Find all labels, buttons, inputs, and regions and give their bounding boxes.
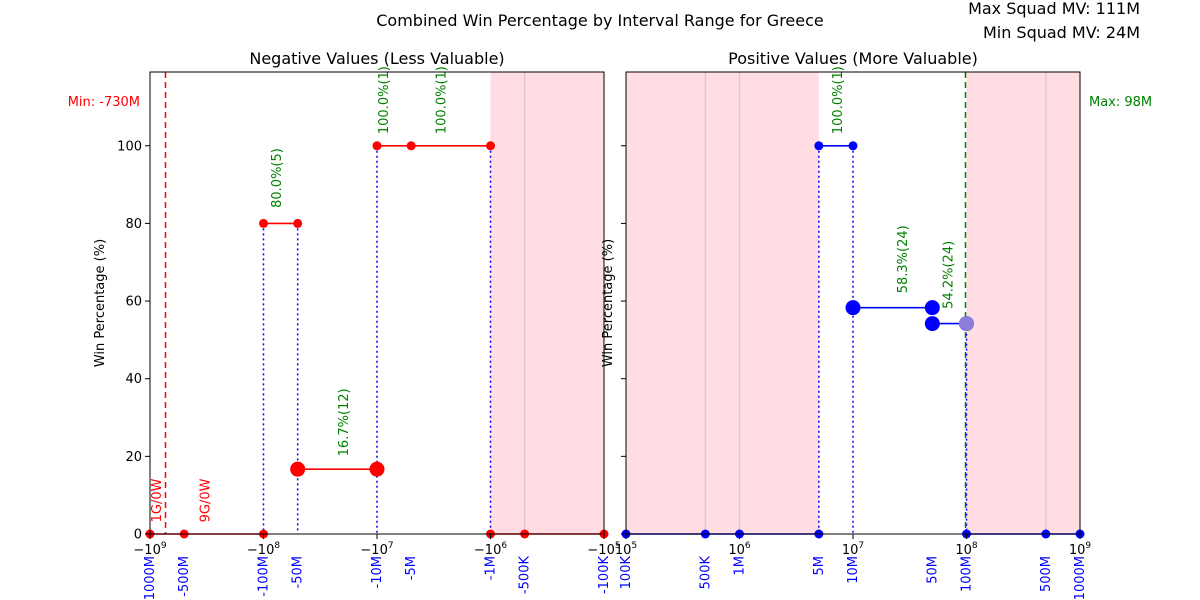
- x-tick-label: 107: [842, 541, 864, 558]
- chart-panel-negative: Min: -730M 1G/0W 9G/0W 80.0%(5) 16.7%(12) 100…: [68, 49, 621, 600]
- x-custom-tick-label: -1000M: [143, 556, 158, 600]
- data-point: [848, 141, 858, 151]
- data-point: [924, 300, 940, 316]
- data-point: [406, 141, 416, 151]
- x-tick-label: 109: [1069, 541, 1092, 558]
- y-tick-label: 20: [125, 450, 142, 465]
- x-tick-label: 105: [615, 541, 637, 558]
- data-annotation: 100.0%(1): [377, 66, 392, 134]
- x-tick-label: −107: [360, 541, 393, 558]
- subplot-title: Positive Values (More Valuable): [728, 49, 978, 68]
- x-custom-tick-label: 500M: [1039, 556, 1054, 592]
- x-custom-tick-label: 50M: [925, 556, 940, 584]
- x-custom-tick-label: -100M: [257, 556, 272, 597]
- data-annotation: 1G/0W: [150, 478, 165, 522]
- data-point: [369, 461, 385, 477]
- shaded-region: [626, 72, 819, 534]
- x-custom-tick-label: 5M: [812, 556, 827, 576]
- x-tick-label: −108: [247, 541, 280, 558]
- y-tick-label: 60: [125, 295, 142, 310]
- x-custom-tick-label: 1000M: [1073, 556, 1088, 600]
- x-custom-tick-label: 1M: [733, 556, 748, 576]
- shaded-region: [490, 72, 604, 534]
- x-custom-tick-label: -100K: [597, 556, 612, 595]
- x-custom-tick-label: 100M: [960, 556, 975, 592]
- y-axis-label: Win Percentage (%): [601, 239, 616, 367]
- data-point: [924, 316, 940, 332]
- x-custom-tick-label: -1M: [484, 556, 499, 580]
- subplot-title: Negative Values (Less Valuable): [249, 49, 504, 68]
- data-annotation: 9G/0W: [198, 478, 213, 522]
- x-custom-tick-label: 500K: [698, 556, 713, 590]
- y-tick-label: 0: [134, 528, 142, 543]
- x-custom-tick-label: -500M: [177, 556, 192, 597]
- data-annotation: 80.0%(5): [270, 148, 285, 208]
- x-custom-tick-label: 10M: [846, 556, 861, 584]
- x-custom-tick-label: -50M: [291, 556, 306, 588]
- x-custom-tick-label: -5M: [404, 556, 419, 580]
- x-tick-label: −109: [133, 541, 166, 558]
- chart-panel-positive: Max: 98M 100.0%(1) 58.3%(24) 54.2%(24) Posit…: [601, 49, 1152, 600]
- data-annotation: 16.7%(12): [337, 388, 352, 456]
- highlight-point: [959, 316, 974, 332]
- x-tick-label: −105: [587, 541, 620, 558]
- y-tick-label: 100: [117, 139, 142, 154]
- y-axis-label: Win Percentage (%): [93, 239, 108, 367]
- x-tick-label: −106: [474, 541, 507, 558]
- data-annotation: 100.0%(1): [434, 66, 449, 134]
- shaded-region: [966, 72, 1080, 534]
- data-point: [293, 218, 303, 228]
- y-tick-label: 40: [125, 372, 142, 387]
- data-point: [845, 300, 861, 316]
- data-annotation: 100.0%(1): [831, 66, 846, 134]
- x-tick-label: 106: [728, 541, 751, 558]
- data-point: [259, 218, 268, 228]
- x-tick-label: 108: [955, 541, 978, 558]
- max-squad-mv-label: Max Squad MV: 111M: [968, 0, 1140, 18]
- data-point: [486, 141, 495, 151]
- y-tick-label: 80: [125, 217, 142, 232]
- x-custom-tick-label: -500K: [518, 556, 533, 595]
- data-point: [290, 461, 306, 477]
- data-annotation: 58.3%(24): [896, 225, 911, 293]
- data-annotation: 54.2%(24): [941, 241, 956, 309]
- reference-vline-label: Max: 98M: [1089, 95, 1152, 110]
- data-point: [814, 141, 824, 151]
- x-custom-tick-label: 100K: [619, 556, 634, 590]
- x-custom-tick-label: -10M: [370, 556, 385, 588]
- min-squad-mv-label: Min Squad MV: 24M: [983, 23, 1140, 42]
- figure-title: Combined Win Percentage by Interval Rang…: [376, 11, 824, 30]
- reference-vline-label: Min: -730M: [68, 95, 140, 110]
- data-point: [372, 141, 382, 151]
